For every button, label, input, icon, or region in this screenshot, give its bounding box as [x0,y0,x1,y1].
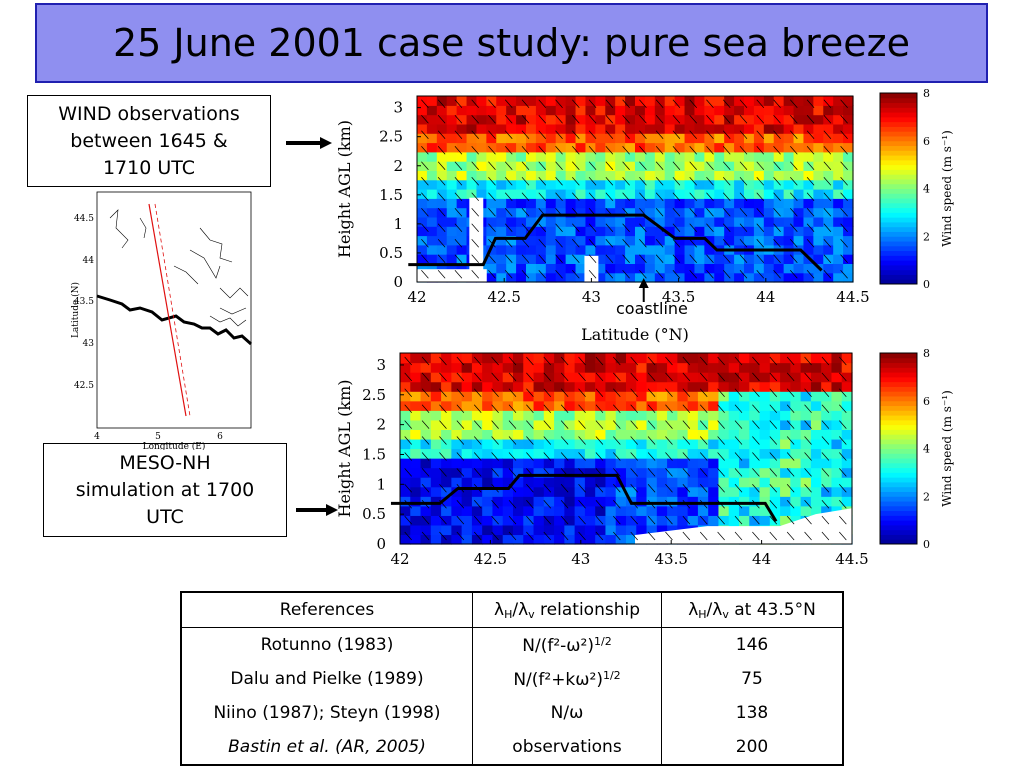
y-tick-label: 2 [393,157,403,175]
x-tick-label: 42 [390,550,409,568]
colorbar-tick-label: 0 [923,278,930,291]
y-tick-label: 0.5 [362,505,386,523]
map-xtick-0: 4 [94,432,100,442]
relationship-cell: N/ω [472,696,662,730]
relationship-cell: N/(f²-ω²)1/2 [472,627,662,662]
x-tick-label: 43 [571,550,590,568]
map-xtick-1: 5 [155,432,161,442]
y-tick-label: 1 [376,475,386,493]
y-axis-label: Height AGL (km) [335,120,354,258]
map-ytick-4: 42.5 [74,381,94,391]
observations-note-line-1: WIND observations [58,102,240,125]
colorbar: 0 2 4 6 8 Wind speed (m s⁻¹) [879,87,954,291]
y-tick-label: 1 [393,215,403,233]
table-row: Niino (1987); Steyn (1998) N/ω 138 [180,696,843,730]
observations-note-line-3: 1710 UTC [102,156,196,179]
y-tick-label: 0 [393,273,403,291]
observations-arrow [286,137,332,149]
x-axis-label: Latitude (°N) [581,325,689,344]
colorbar-tick-label: 6 [923,135,930,148]
wind-speed-field [408,96,854,283]
x-tick-label: 43 [582,288,601,306]
y-tick-label: 2.5 [362,386,386,404]
x-tick-label: 44 [756,288,775,306]
slide-title-banner: 25 June 2001 case study: pure sea breeze [35,3,988,83]
wind-vectors [421,99,848,279]
simulation-note-line-2: simulation at 1700 [75,478,255,501]
reference-cell: Dalu and Pielke (1989) [180,662,473,696]
simulation-note-line-3: UTC [146,505,184,528]
y-axis-label: Height AGL (km) [335,380,354,518]
relationship-cell: N/(f²+kω²)1/2 [472,662,662,696]
simulation-arrow [296,504,338,516]
reference-cell: Rotunno (1983) [180,627,473,662]
map-ytick-3: 43 [83,339,95,349]
y-tick-label: 0.5 [379,244,403,262]
x-tick-label: 42.5 [474,550,507,568]
header-value-label: λH/λv at 43.5°N [688,599,816,621]
y-tick-label: 0 [376,535,386,553]
colorbar-tick-label: 6 [923,395,930,408]
value-cell: 75 [661,662,843,696]
colorbar-label: Wind speed (m s⁻¹) [940,130,954,247]
header-references: References [180,592,473,628]
x-tick-label: 44 [752,550,771,568]
value-cell: 146 [661,627,843,662]
y-tick-label: 3 [376,356,386,374]
reference-cell: Bastin et al. (AR, 2005) [180,730,473,765]
colorbar-tick-label: 2 [923,230,930,243]
reference-cell: Niino (1987); Steyn (1998) [180,696,473,730]
y-tick-label: 1.5 [362,445,386,463]
sea-breeze-depth-line [408,213,823,272]
table-row: Bastin et al. (AR, 2005) observations 200 [180,730,843,765]
x-tick-label: 44.5 [836,288,869,306]
colorbar-tick-label: 2 [923,490,930,503]
colorbar-label: Wind speed (m s⁻¹) [940,390,954,507]
colorbar-tick-label: 4 [923,443,930,456]
coastline-label: coastline [616,299,688,318]
x-tick-label: 42 [407,288,426,306]
x-tick-label: 42.5 [487,288,520,306]
table-header-row: References λH/λv relationship λH/λv at 4… [180,592,843,628]
map-ylabel: Latitude (N) [70,282,81,338]
sea-breeze-depth-line [390,473,778,523]
map-ytick-0: 44.5 [74,214,94,224]
x-tick-label: 44.5 [835,550,868,568]
flight-track-map: 44.5 44 43.5 43 42.5 4 5 6 Longitude (E)… [70,191,252,450]
colorbar-tick-label: 8 [923,347,930,360]
header-value: λH/λv at 43.5°N [661,592,843,628]
colorbar-tick-label: 4 [923,183,930,196]
header-relationship-label: λH/λv relationship [494,599,640,621]
relationship-cell: observations [472,730,662,765]
colorbar-tick-label: 8 [923,87,930,100]
wind-speed-field [400,353,853,545]
coastline-arrow [638,278,649,302]
x-tick-label: 43.5 [654,550,687,568]
x-tick-label: 43.5 [662,288,695,306]
references-table: References λH/λv relationship λH/λv at 4… [180,591,844,766]
observations-note-line-2: between 1645 & [70,129,228,152]
map-ytick-2: 43.5 [74,297,94,307]
colorbar-tick-label: 0 [923,538,930,551]
simulation-note-line-1: MESO-NH [119,451,211,474]
header-relationship: λH/λv relationship [472,592,662,628]
value-cell: 200 [661,730,843,765]
y-tick-label: 1.5 [379,186,403,204]
map-ytick-1: 44 [83,256,95,266]
simulation-note: MESO-NH simulation at 1700 UTC [43,443,287,537]
map-xlabel: Longitude (E) [143,441,206,450]
y-tick-label: 2 [376,416,386,434]
table-row: Rotunno (1983) N/(f²-ω²)1/2 146 [180,627,843,662]
slide-title: 25 June 2001 case study: pure sea breeze [113,21,910,65]
y-tick-label: 2.5 [379,128,403,146]
y-tick-label: 3 [393,99,403,117]
value-cell: 138 [661,696,843,730]
observations-note: WIND observations between 1645 & 1710 UT… [27,95,271,187]
table-row: Dalu and Pielke (1989) N/(f²+kω²)1/2 75 [180,662,843,696]
colorbar: 0 2 4 6 8 Wind speed (m s⁻¹) [879,347,954,551]
map-xtick-2: 6 [217,432,223,442]
